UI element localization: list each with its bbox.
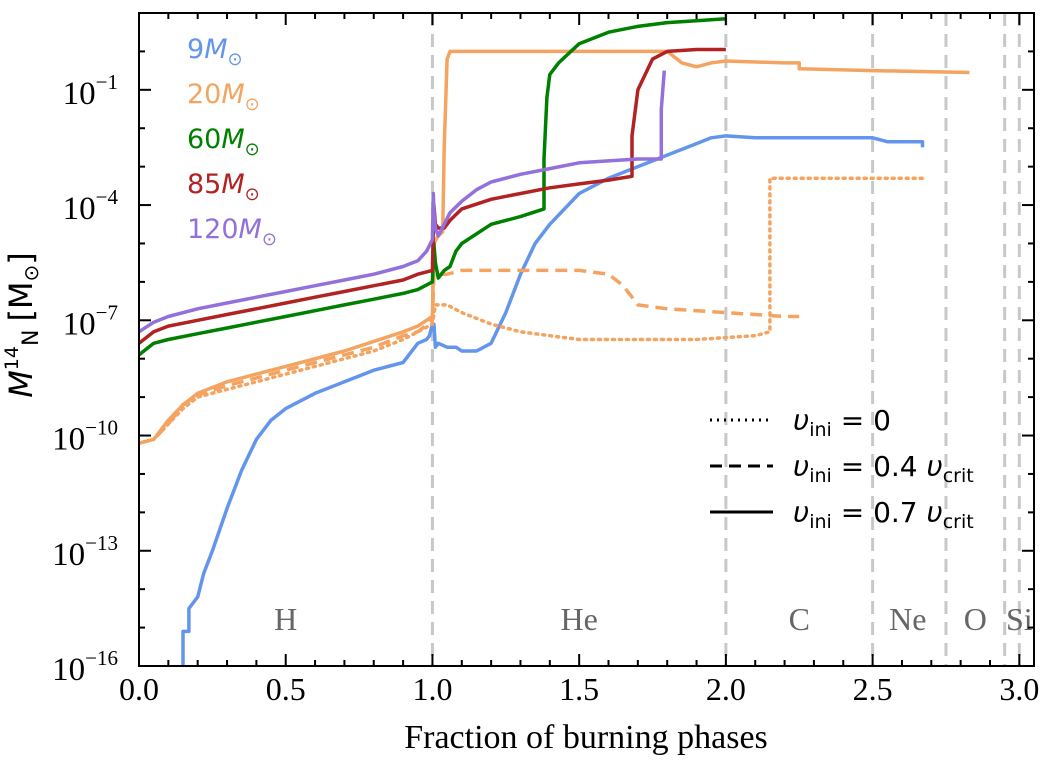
phase-boundaries: [430, 13, 1021, 666]
line-style-legend: υini = 0 υini = 0.4 υcrit υini = 0.7 υcrit: [710, 404, 974, 533]
y-tick-label: 10−10: [52, 416, 118, 458]
plot-frame: [138, 12, 1035, 667]
y-tick-label: 10−7: [63, 300, 118, 342]
phase-label-Ne: Ne: [889, 601, 926, 637]
x-tick-label: 1.0: [412, 671, 452, 707]
mass-legend-9: 9M⊙: [187, 34, 243, 70]
series-line-1: 20 Msun, v=0: [139, 176, 925, 445]
x-tick-label: 0.5: [266, 671, 306, 707]
x-tick-label: 3.0: [999, 671, 1039, 707]
mass-legend-120: 120M⊙: [187, 214, 277, 250]
phase-label-H: H: [274, 601, 297, 637]
axis-ticks: [138, 12, 1034, 667]
y-tick-label: 10−16: [52, 646, 118, 688]
series-line-0: 9 Msun, v=0.7: [181, 134, 925, 666]
mass-legend-85: 85M⊙: [187, 169, 260, 205]
phase-label-O: O: [964, 601, 987, 637]
y-tick-label: 10−13: [52, 531, 118, 573]
x-tick-label: 1.5: [559, 671, 599, 707]
series-group: 9 Msun, v=0.720 Msun, v=020 Msun, v=0.42…: [139, 17, 970, 666]
series-line-4: 60 Msun, v=0.7: [139, 17, 727, 357]
y-tick-label: 10−1: [63, 70, 118, 112]
y-tick-label: 10−4: [63, 185, 119, 227]
legend-label-dashed: υini = 0.4 υcrit: [793, 450, 974, 487]
legend-label-solid: υini = 0.7 υcrit: [793, 496, 974, 533]
mass-legend-20: 20M⊙: [187, 79, 260, 115]
x-tick-label: 2.5: [853, 671, 893, 707]
phase-label-Si: Si: [1006, 601, 1033, 637]
x-axis-label: Fraction of burning phases: [404, 719, 768, 756]
phase-labels: H He C Ne O Si: [274, 601, 1033, 637]
mass-legend-60: 60M⊙: [187, 124, 260, 160]
x-tick-label: 2.0: [706, 671, 746, 707]
legend-label-dotted: υini = 0: [793, 404, 891, 441]
series-line-5: 85 Msun, v=0.7: [139, 47, 726, 345]
phase-label-He: He: [561, 601, 598, 637]
phase-label-C: C: [789, 601, 810, 637]
tick-labels: 0.0 0.5 1.0 1.5 2.0 2.5 3.0 10−1 10−4 10−7 10−10 10…: [52, 70, 1039, 707]
mass-legend: 9M⊙ 20M⊙ 60M⊙ 85M⊙ 120M⊙: [187, 34, 277, 250]
x-tick-label: 0.0: [119, 671, 159, 707]
series-line-6: 120 Msun, v=0.7: [139, 70, 667, 334]
y-axis-label: M14N[M⊙]: [1, 252, 44, 398]
